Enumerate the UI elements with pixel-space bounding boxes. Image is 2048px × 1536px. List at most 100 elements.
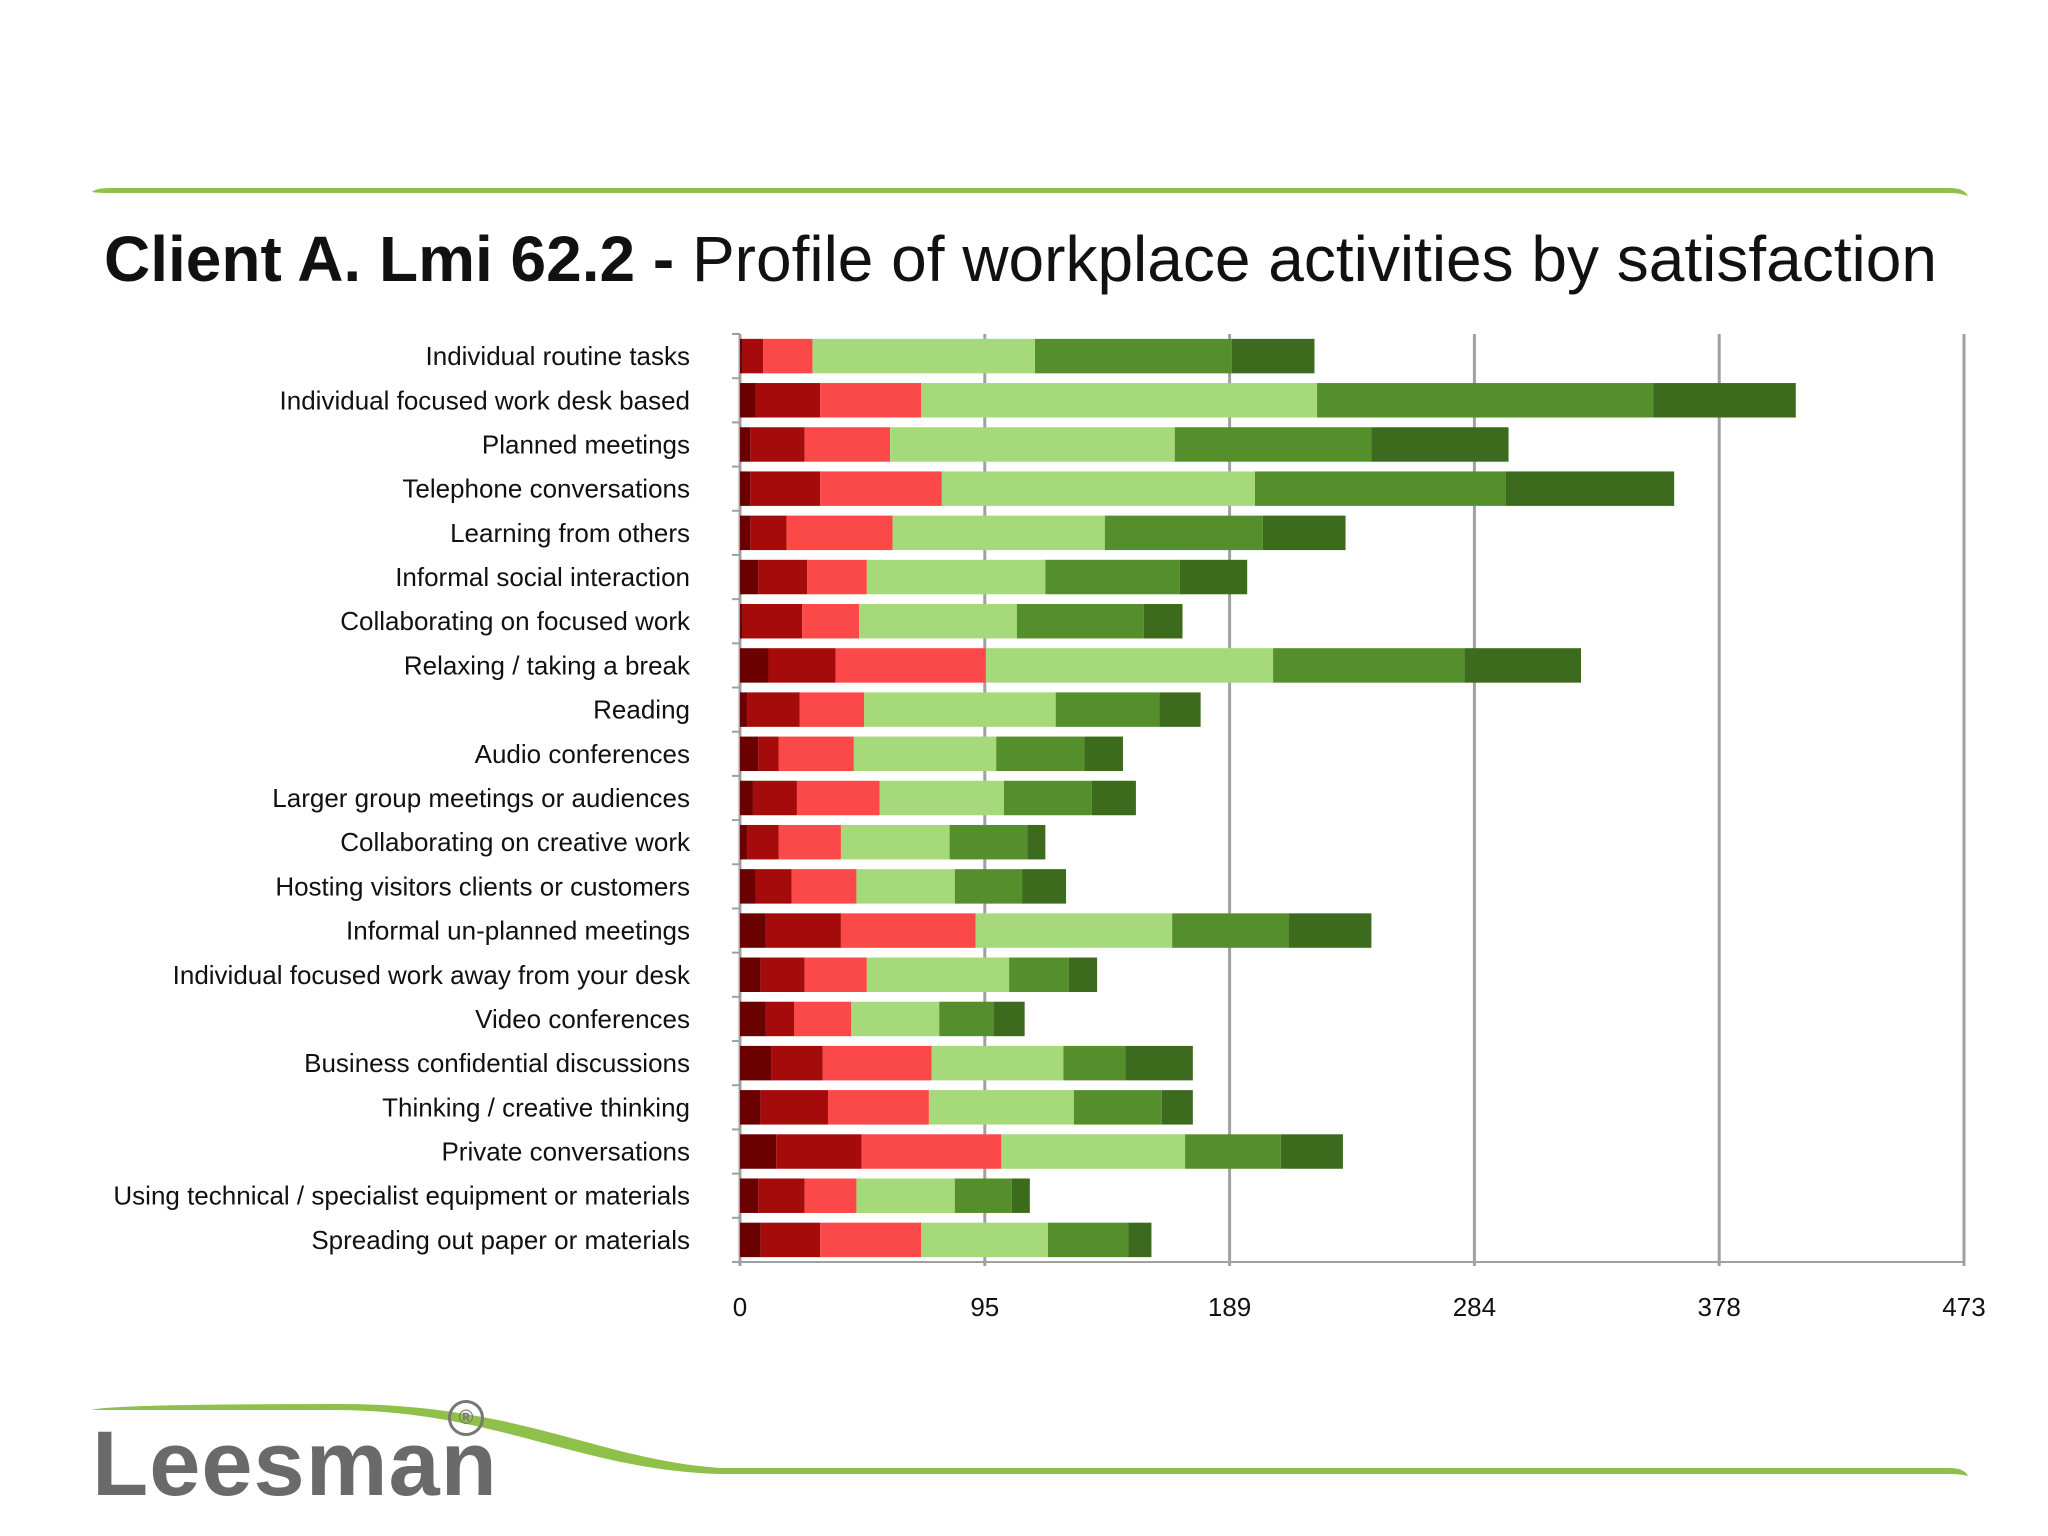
bar-segment xyxy=(1035,338,1232,374)
bar-segment xyxy=(740,913,766,948)
bar-segment xyxy=(804,1178,857,1213)
bar-segment xyxy=(760,957,805,992)
x-tick-labels: 0 95 189 284 378 473 xyxy=(733,1292,1986,1322)
bar-segment xyxy=(835,648,986,683)
registered-mark-icon: ® xyxy=(448,1400,484,1436)
bar-segment xyxy=(996,736,1085,772)
bar-segment xyxy=(949,824,1028,860)
category-label: Using technical / specialist equipment o… xyxy=(113,1181,690,1211)
bar-segment xyxy=(786,515,893,551)
bar-segment xyxy=(758,559,808,595)
bar-segment xyxy=(820,383,922,418)
bar-segment xyxy=(778,824,841,860)
bar-segment xyxy=(765,913,841,948)
bar-segment xyxy=(794,1001,852,1037)
x-tick-label: 284 xyxy=(1453,1292,1496,1322)
bar-segment xyxy=(921,1222,1048,1258)
bar-segment xyxy=(747,824,779,860)
category-label: Informal social interaction xyxy=(395,562,690,592)
bar-segment xyxy=(740,648,769,683)
bar-segment xyxy=(740,515,751,551)
bar-segment xyxy=(755,383,821,418)
bar-segment xyxy=(1505,471,1675,506)
bar-segment xyxy=(1185,1134,1281,1169)
bar-segment xyxy=(752,780,797,816)
bar-segment xyxy=(840,824,950,860)
bar-segment xyxy=(740,1090,761,1125)
bar-segment xyxy=(822,1045,932,1081)
bar-segment xyxy=(985,648,1274,683)
category-label: Hosting visitors clients or customers xyxy=(275,871,690,901)
x-tick-label: 189 xyxy=(1208,1292,1251,1322)
bar-segment xyxy=(941,471,1255,506)
bar-segment xyxy=(820,471,942,506)
bar-segment xyxy=(740,869,756,904)
bar-segment xyxy=(750,427,805,462)
page-title-rest: Profile of workplace activities by satis… xyxy=(691,223,1937,295)
bar-segment xyxy=(796,780,880,816)
bar-segment xyxy=(760,1222,821,1258)
bar-segment xyxy=(856,1178,955,1213)
bar-segment xyxy=(1084,736,1123,772)
category-label: Telephone conversations xyxy=(402,474,690,504)
bar-segment xyxy=(890,427,1175,462)
bar-segment xyxy=(1179,559,1248,595)
bar-segment xyxy=(768,648,836,683)
bar-segment xyxy=(758,736,779,772)
bar-segment xyxy=(1003,780,1092,816)
bar-segment xyxy=(1045,559,1180,595)
bar-segment xyxy=(1091,780,1136,816)
category-label: Thinking / creative thinking xyxy=(382,1092,690,1122)
category-label: Individual focused work away from your d… xyxy=(173,960,691,990)
bar-segment xyxy=(740,692,748,727)
x-tick-label: 473 xyxy=(1942,1292,1985,1322)
bar-segment xyxy=(804,427,891,462)
bar-segment xyxy=(1174,427,1372,462)
bar-segment xyxy=(742,604,803,639)
x-tick-label: 0 xyxy=(733,1292,747,1322)
bar-segment xyxy=(892,515,1105,551)
bar-segment xyxy=(1280,1134,1343,1169)
bar-segment xyxy=(742,338,764,374)
bar-segment xyxy=(740,604,743,639)
bar-segment xyxy=(928,1090,1074,1125)
bar-segment xyxy=(1073,1090,1162,1125)
x-tick-label: 95 xyxy=(970,1292,999,1322)
bar-segment xyxy=(820,1222,922,1258)
bar-segment xyxy=(750,515,787,551)
bar-segment xyxy=(1273,648,1465,683)
bar-segment xyxy=(740,383,756,418)
bar-segment xyxy=(1159,692,1201,727)
top-swoosh xyxy=(92,188,1968,196)
bars-layer xyxy=(740,338,1796,1258)
category-label: Relaxing / taking a break xyxy=(404,650,691,680)
bar-segment xyxy=(778,736,854,772)
bar-segment xyxy=(1371,427,1509,462)
bar-segment xyxy=(812,338,1036,374)
bar-segment xyxy=(853,736,997,772)
bar-segment xyxy=(1254,471,1506,506)
bar-segment xyxy=(1009,957,1069,992)
bar-segment xyxy=(827,1090,929,1125)
bar-segment xyxy=(1125,1045,1193,1081)
bar-segment xyxy=(765,1001,795,1037)
bar-segment xyxy=(776,1134,862,1169)
bar-segment xyxy=(1063,1045,1126,1081)
bar-segment xyxy=(866,957,1010,992)
bar-segment xyxy=(866,559,1046,595)
bar-segment xyxy=(740,1178,759,1213)
bar-segment xyxy=(771,1045,823,1081)
bar-segment xyxy=(1022,869,1067,904)
bar-segment xyxy=(791,869,857,904)
leesman-logo: Leesman xyxy=(92,1413,498,1515)
bar-segment xyxy=(740,338,743,374)
bar-segment xyxy=(802,604,860,639)
bar-segment xyxy=(1653,383,1796,418)
bar-segment xyxy=(807,559,867,595)
category-label: Private conversations xyxy=(441,1137,690,1167)
category-label: Informal un-planned meetings xyxy=(346,916,690,946)
bar-segment xyxy=(740,1001,766,1037)
bar-segment xyxy=(1262,515,1346,551)
bar-segment xyxy=(879,780,1004,816)
bar-segment xyxy=(921,383,1318,418)
